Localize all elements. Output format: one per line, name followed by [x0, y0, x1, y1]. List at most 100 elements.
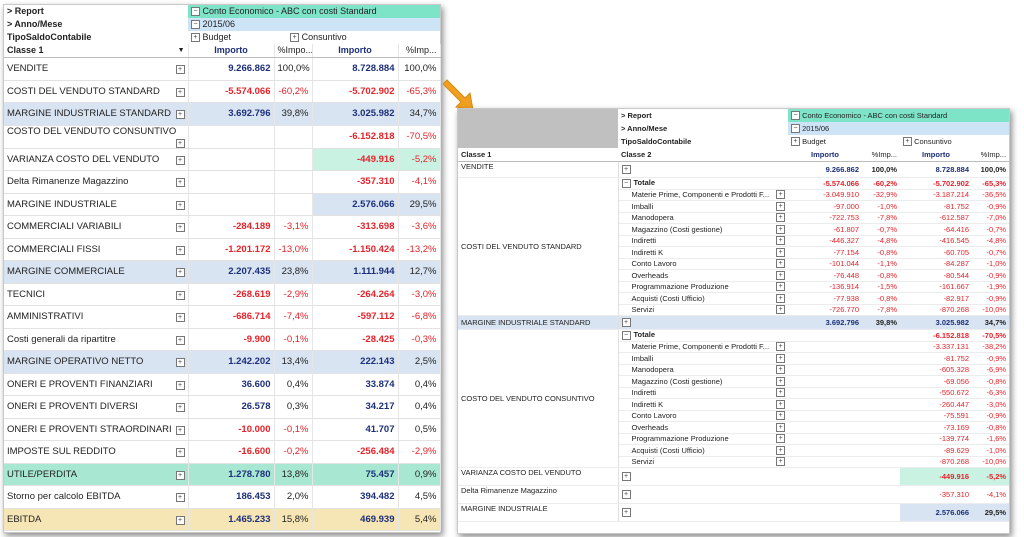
classe2-cell[interactable]: − Totale: [618, 329, 788, 342]
anno-filter-value[interactable]: − 2015/06: [788, 122, 1010, 135]
expand-icon[interactable]: +: [175, 138, 185, 147]
expand-icon[interactable]: +: [776, 236, 785, 246]
row-label-cell[interactable]: ONERI E PROVENTI STRAORDINARI +: [4, 418, 189, 441]
expand-icon[interactable]: +: [191, 33, 200, 43]
row-label-cell[interactable]: COMMERCIALI VARIABILI +: [4, 215, 189, 239]
dropdown-arrow-icon[interactable]: ▼: [177, 47, 185, 54]
classe2-cell[interactable]: Overheads +: [618, 269, 788, 282]
row-label-cell[interactable]: Delta Rimanenze Magazzino +: [4, 170, 189, 194]
collapse-icon[interactable]: −: [791, 111, 800, 121]
classe2-cell[interactable]: Magazzino (Costi gestione) +: [618, 223, 788, 236]
classe2-cell[interactable]: +: [618, 467, 788, 486]
row-label-cell[interactable]: UTILE/PERDITA +: [4, 463, 189, 486]
expand-icon[interactable]: +: [776, 213, 785, 223]
classe2-cell[interactable]: Magazzino (Costi gestione) +: [618, 375, 788, 388]
row-label-cell[interactable]: MARGINE OPERATIVO NETTO +: [4, 350, 189, 374]
expand-icon[interactable]: +: [290, 33, 300, 43]
classe2-cell[interactable]: Acquisti (Costi Ufficio) +: [618, 292, 788, 305]
expand-icon[interactable]: +: [776, 282, 785, 292]
expand-icon[interactable]: +: [175, 358, 185, 368]
classe2-cell[interactable]: Materie Prime, Componenti e Prodotti F..…: [618, 189, 788, 201]
expand-icon[interactable]: +: [621, 490, 631, 500]
collapse-icon[interactable]: −: [621, 179, 631, 188]
expand-icon[interactable]: +: [175, 200, 185, 210]
expand-icon[interactable]: +: [776, 201, 785, 211]
classe2-cell[interactable]: Imballi +: [618, 200, 788, 213]
classe2-cell[interactable]: Manodopera +: [618, 364, 788, 376]
expand-icon[interactable]: +: [776, 376, 785, 386]
classe1-column-header[interactable]: Classe 1 ▼: [4, 44, 189, 58]
classe1-cell[interactable]: MARGINE INDUSTRIALE STANDARD: [458, 315, 619, 330]
classe1-cell[interactable]: MARGINE INDUSTRIALE: [458, 503, 619, 522]
classe2-cell[interactable]: Indiretti +: [618, 235, 788, 247]
classe2-cell[interactable]: Indiretti K +: [618, 246, 788, 259]
expand-icon[interactable]: +: [776, 342, 785, 352]
expand-icon[interactable]: +: [175, 335, 185, 345]
report-filter-value[interactable]: − Conto Economico - ABC con costi Standa…: [188, 5, 440, 18]
classe2-cell[interactable]: − Totale: [618, 177, 788, 190]
collapse-icon[interactable]: −: [621, 331, 631, 340]
expand-icon[interactable]: +: [175, 155, 185, 165]
expand-icon[interactable]: +: [791, 137, 800, 147]
expand-icon[interactable]: +: [175, 448, 185, 458]
classe1-cell[interactable]: COSTO DEL VENDUTO CONSUNTIVO: [458, 329, 619, 468]
row-label-cell[interactable]: VENDITE +: [4, 57, 189, 81]
classe2-cell[interactable]: Indiretti +: [618, 387, 788, 399]
classe2-cell[interactable]: Programmazione Produzione +: [618, 281, 788, 293]
expand-icon[interactable]: +: [776, 365, 785, 375]
classe2-cell[interactable]: Servizi +: [618, 456, 788, 468]
row-label-cell[interactable]: ONERI E PROVENTI FINANZIARI +: [4, 373, 189, 396]
row-label-cell[interactable]: MARGINE INDUSTRIALE +: [4, 193, 189, 216]
expand-icon[interactable]: +: [175, 268, 185, 278]
expand-icon[interactable]: +: [776, 259, 785, 269]
classe2-cell[interactable]: +: [618, 315, 788, 330]
classe2-cell[interactable]: +: [618, 161, 788, 178]
expand-icon[interactable]: +: [776, 411, 785, 421]
classe2-cell[interactable]: +: [618, 485, 788, 504]
classe1-column-header[interactable]: Classe 1: [458, 148, 618, 162]
expand-icon[interactable]: +: [175, 110, 185, 120]
row-label-cell[interactable]: MARGINE COMMERCIALE +: [4, 260, 189, 284]
expand-icon[interactable]: +: [175, 380, 185, 390]
classe1-cell[interactable]: VARIANZA COSTO DEL VENDUTO: [458, 467, 619, 486]
expand-icon[interactable]: +: [776, 305, 785, 315]
expand-icon[interactable]: +: [175, 403, 185, 413]
expand-icon[interactable]: +: [175, 87, 185, 97]
classe1-cell[interactable]: Delta Rimanenze Magazzino: [458, 485, 619, 504]
expand-icon[interactable]: +: [175, 515, 185, 525]
classe2-cell[interactable]: Programmazione Produzione +: [618, 433, 788, 445]
classe1-cell[interactable]: COSTI DEL VENDUTO STANDARD: [458, 177, 619, 316]
row-label-cell[interactable]: COMMERCIALI FISSI +: [4, 238, 189, 261]
expand-icon[interactable]: +: [621, 318, 631, 328]
row-label-cell[interactable]: Storno per calcolo EBITDA +: [4, 485, 189, 509]
row-label-cell[interactable]: EBITDA +: [4, 508, 189, 531]
row-label-cell[interactable]: TECNICI +: [4, 283, 189, 306]
row-label-cell[interactable]: COSTI DEL VENDUTO STANDARD +: [4, 80, 189, 103]
collapse-icon[interactable]: −: [191, 7, 200, 17]
row-label-cell[interactable]: VARIANZA COSTO DEL VENDUTO +: [4, 148, 189, 171]
expand-icon[interactable]: +: [776, 399, 785, 409]
expand-icon[interactable]: +: [776, 434, 785, 444]
classe2-cell[interactable]: Materie Prime, Componenti e Prodotti F..…: [618, 341, 788, 353]
classe2-cell[interactable]: Acquisti (Costi Ufficio) +: [618, 444, 788, 457]
classe2-cell[interactable]: Imballi +: [618, 352, 788, 365]
expand-icon[interactable]: +: [621, 472, 631, 482]
expand-icon[interactable]: +: [776, 224, 785, 234]
expand-icon[interactable]: +: [621, 165, 631, 175]
expand-icon[interactable]: +: [175, 178, 185, 188]
expand-icon[interactable]: +: [175, 290, 185, 300]
expand-icon[interactable]: +: [776, 457, 785, 467]
classe2-cell[interactable]: Conto Lavoro +: [618, 258, 788, 270]
classe2-column-header[interactable]: Classe 2: [618, 148, 788, 162]
expand-icon[interactable]: +: [776, 388, 785, 398]
expand-icon[interactable]: +: [175, 245, 185, 255]
row-label-cell[interactable]: Costi generali da ripartitre +: [4, 328, 189, 351]
expand-icon[interactable]: +: [175, 493, 185, 503]
classe2-cell[interactable]: +: [618, 503, 788, 522]
expand-icon[interactable]: +: [175, 313, 185, 323]
classe2-cell[interactable]: Conto Lavoro +: [618, 410, 788, 422]
classe1-cell[interactable]: VENDITE: [458, 161, 619, 178]
expand-icon[interactable]: +: [776, 422, 785, 432]
classe2-cell[interactable]: Indiretti K +: [618, 398, 788, 411]
expand-icon[interactable]: +: [776, 353, 785, 363]
